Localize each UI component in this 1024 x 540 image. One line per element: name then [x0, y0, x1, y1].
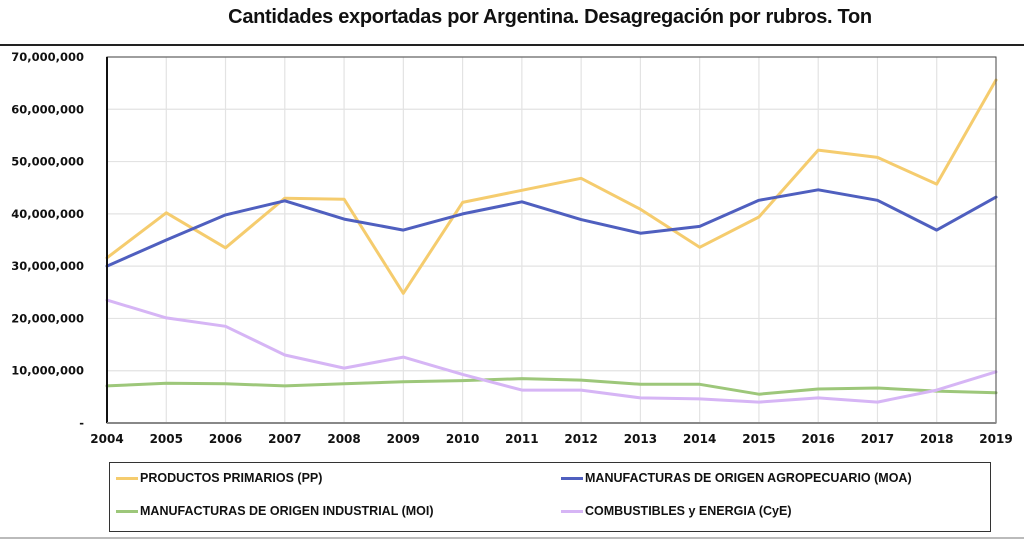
legend-label-moa: MANUFACTURAS DE ORIGEN AGROPECUARIO (MOA… — [585, 471, 912, 485]
legend-swatch-cye — [561, 509, 583, 513]
y-tick-label: - — [79, 416, 84, 430]
y-tick-label: 20,000,000 — [11, 311, 84, 325]
y-tick-label: 50,000,000 — [11, 155, 84, 169]
legend-item-pp: PRODUCTOS PRIMARIOS (PP) — [116, 471, 322, 485]
x-tick-label: 2011 — [505, 432, 538, 446]
y-tick-label: 40,000,000 — [11, 207, 84, 221]
y-tick-label: 70,000,000 — [11, 50, 84, 64]
x-tick-label: 2013 — [624, 432, 657, 446]
y-axis-ticks: - 10,000,000 20,000,000 30,000,000 40,000,00… — [11, 50, 84, 430]
x-tick-label: 2008 — [327, 432, 360, 446]
top-divider — [0, 44, 1024, 46]
legend-label-pp: PRODUCTOS PRIMARIOS (PP) — [140, 471, 323, 485]
legend-swatch-moi — [116, 509, 138, 513]
legend: PRODUCTOS PRIMARIOS (PP) MANUFACTURAS DE… — [109, 462, 991, 532]
legend-item-cye: COMBUSTIBLES y ENERGIA (CyE) — [561, 504, 792, 518]
x-tick-label: 2012 — [564, 432, 597, 446]
x-tick-label: 2016 — [801, 432, 834, 446]
plot-area-frame — [106, 56, 997, 424]
y-tick-label: 60,000,000 — [11, 102, 84, 116]
x-axis-ticks: 2004 2005 2006 2007 2008 2009 2010 2011 2012 2013… — [90, 432, 1012, 446]
x-tick-label: 2006 — [209, 432, 242, 446]
x-tick-label: 2019 — [979, 432, 1012, 446]
legend-label-cye: COMBUSTIBLES y ENERGIA (CyE) — [585, 504, 792, 518]
x-tick-label: 2009 — [387, 432, 420, 446]
x-tick-label: 2005 — [150, 432, 183, 446]
series-line-pp — [105, 78, 998, 295]
x-tick-label: 2018 — [920, 432, 953, 446]
series-line-moi — [105, 377, 998, 396]
legend-swatch-pp — [116, 476, 138, 480]
series-lines — [105, 78, 998, 404]
x-tick-label: 2010 — [446, 432, 479, 446]
gridlines — [107, 56, 996, 423]
series-line-cye — [105, 298, 998, 404]
series-line-moa — [105, 188, 998, 268]
x-tick-label: 2007 — [268, 432, 301, 446]
x-tick-label: 2017 — [861, 432, 894, 446]
x-tick-label: 2004 — [90, 432, 123, 446]
chart-title: Cantidades exportadas por Argentina. Des… — [228, 6, 872, 28]
legend-label-moi: MANUFACTURAS DE ORIGEN INDUSTRIAL (MOI) — [140, 504, 434, 518]
y-tick-label: 10,000,000 — [11, 364, 84, 378]
legend-item-moa: MANUFACTURAS DE ORIGEN AGROPECUARIO (MOA… — [561, 471, 912, 485]
y-tick-label: 30,000,000 — [11, 259, 84, 273]
bottom-divider — [0, 537, 1024, 539]
x-tick-label: 2014 — [683, 432, 716, 446]
legend-swatch-moa — [561, 476, 583, 480]
legend-item-moi: MANUFACTURAS DE ORIGEN INDUSTRIAL (MOI) — [116, 504, 434, 518]
x-tick-label: 2015 — [742, 432, 775, 446]
